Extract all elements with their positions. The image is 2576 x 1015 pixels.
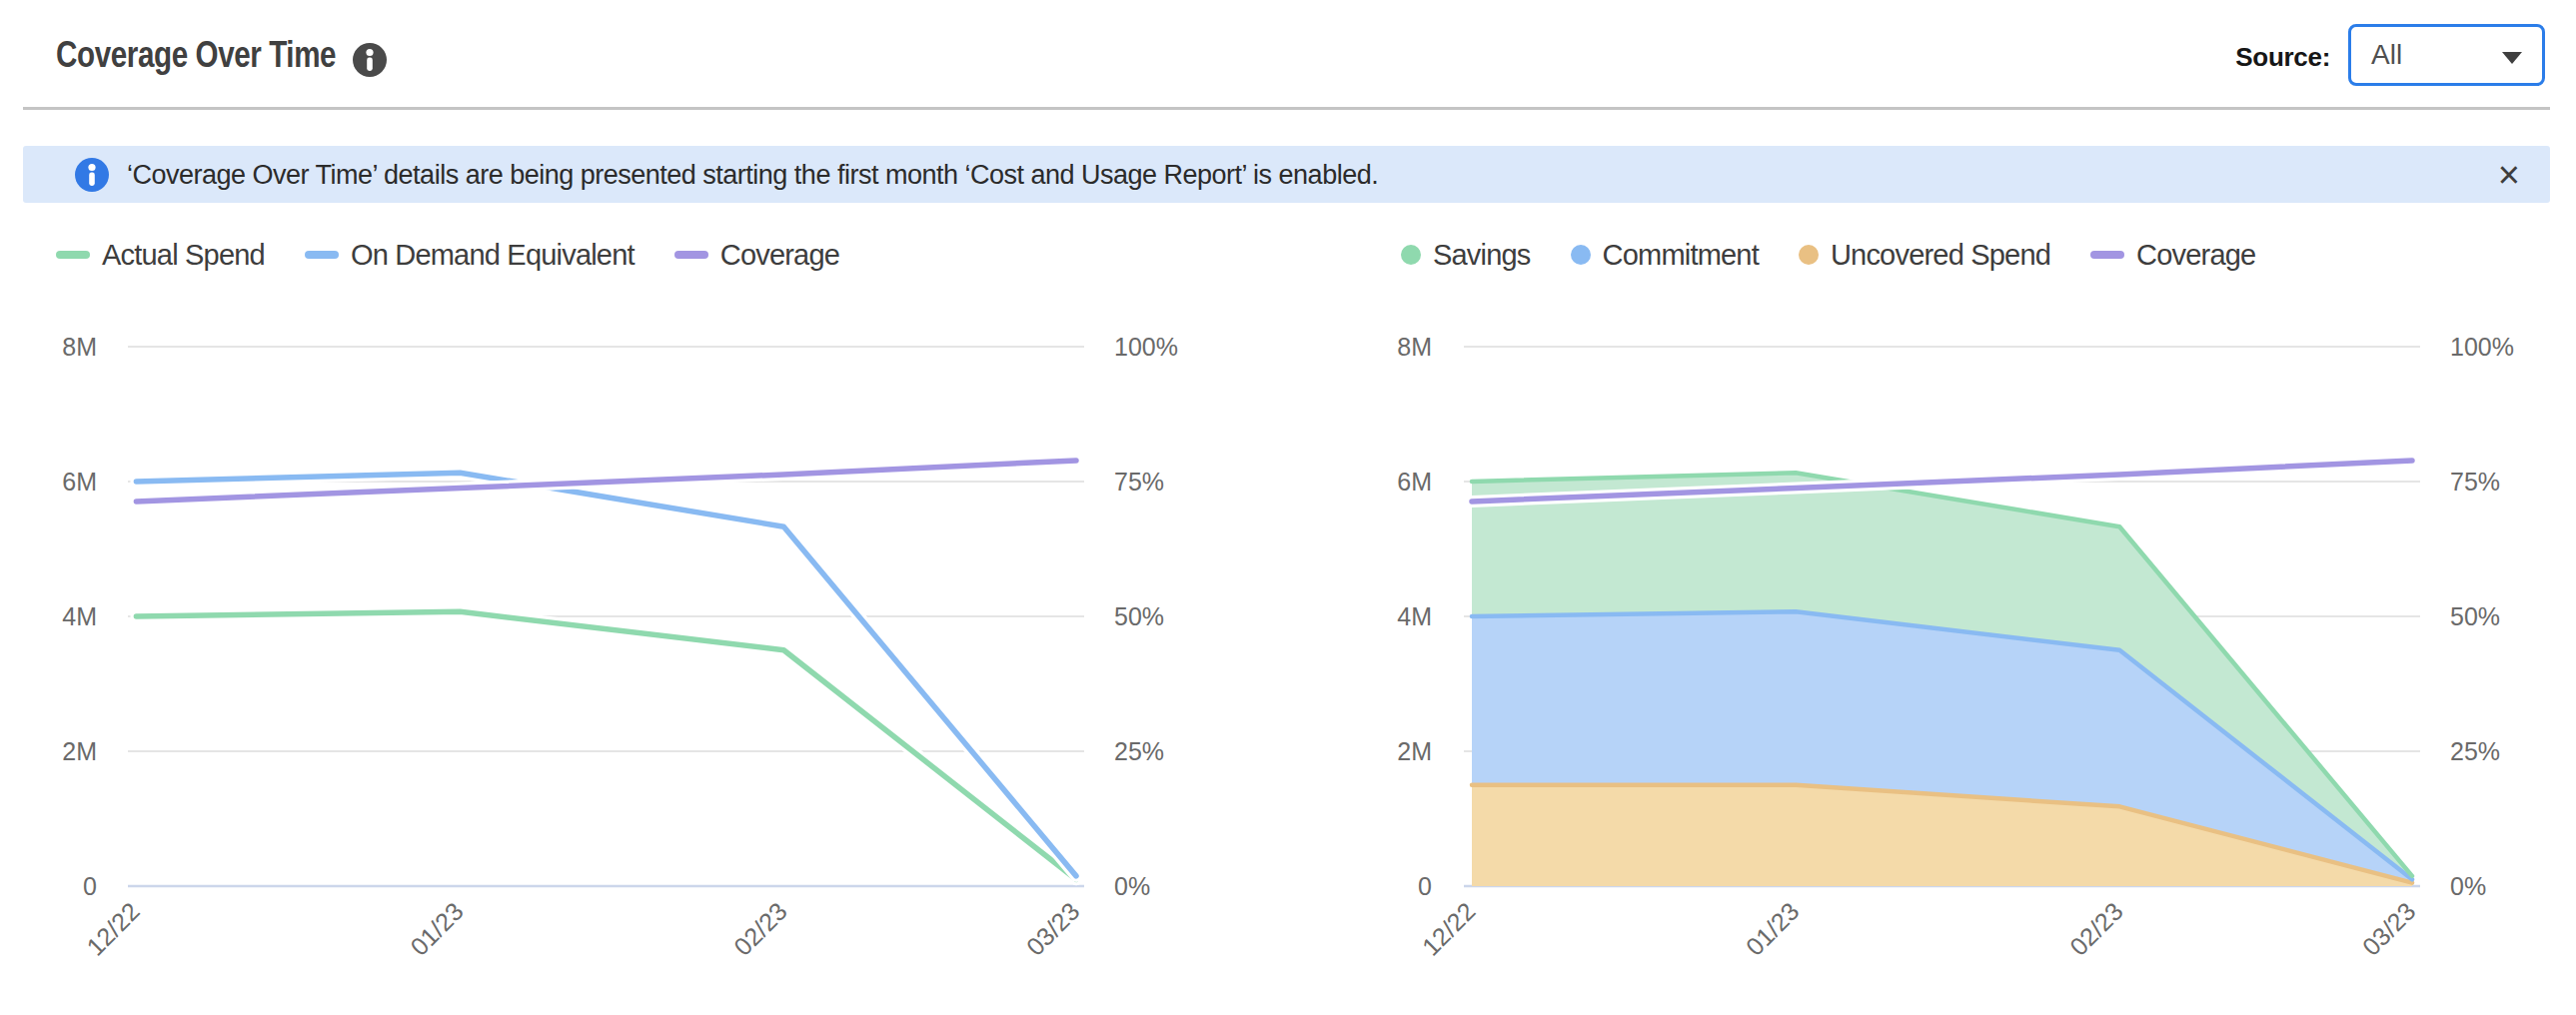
svg-text:12/22: 12/22 — [1416, 897, 1480, 961]
svg-text:2M: 2M — [62, 737, 97, 765]
svg-text:100%: 100% — [2450, 333, 2514, 361]
svg-text:8M: 8M — [1397, 333, 1432, 361]
svg-text:0: 0 — [83, 872, 97, 900]
svg-text:0: 0 — [1418, 872, 1432, 900]
svg-text:02/23: 02/23 — [2064, 897, 2128, 961]
svg-text:50%: 50% — [1114, 602, 1164, 630]
charts-canvas: 0 0% 2M 25% 4M 50% 6M 75% 8M 100% 12/22 01/23 02/23 0… — [0, 0, 2576, 1015]
svg-text:2M: 2M — [1397, 737, 1432, 765]
svg-text:25%: 25% — [2450, 737, 2500, 765]
svg-text:01/23: 01/23 — [405, 897, 469, 961]
svg-text:25%: 25% — [1114, 737, 1164, 765]
svg-text:0%: 0% — [2450, 872, 2486, 900]
svg-text:02/23: 02/23 — [728, 897, 792, 961]
svg-text:4M: 4M — [1397, 602, 1432, 630]
svg-text:0%: 0% — [1114, 872, 1150, 900]
svg-text:75%: 75% — [1114, 468, 1164, 496]
coverage-over-time-page: { "header": { "title": "Coverage Over Ti… — [0, 0, 2576, 1015]
svg-text:4M: 4M — [62, 602, 97, 630]
svg-text:100%: 100% — [1114, 333, 1178, 361]
svg-text:6M: 6M — [1397, 468, 1432, 496]
svg-text:03/23: 03/23 — [2356, 897, 2420, 961]
svg-text:8M: 8M — [62, 333, 97, 361]
svg-text:75%: 75% — [2450, 468, 2500, 496]
svg-text:6M: 6M — [62, 468, 97, 496]
svg-text:50%: 50% — [2450, 602, 2500, 630]
svg-text:12/22: 12/22 — [81, 897, 145, 961]
svg-text:01/23: 01/23 — [1741, 897, 1805, 961]
svg-text:03/23: 03/23 — [1020, 897, 1084, 961]
